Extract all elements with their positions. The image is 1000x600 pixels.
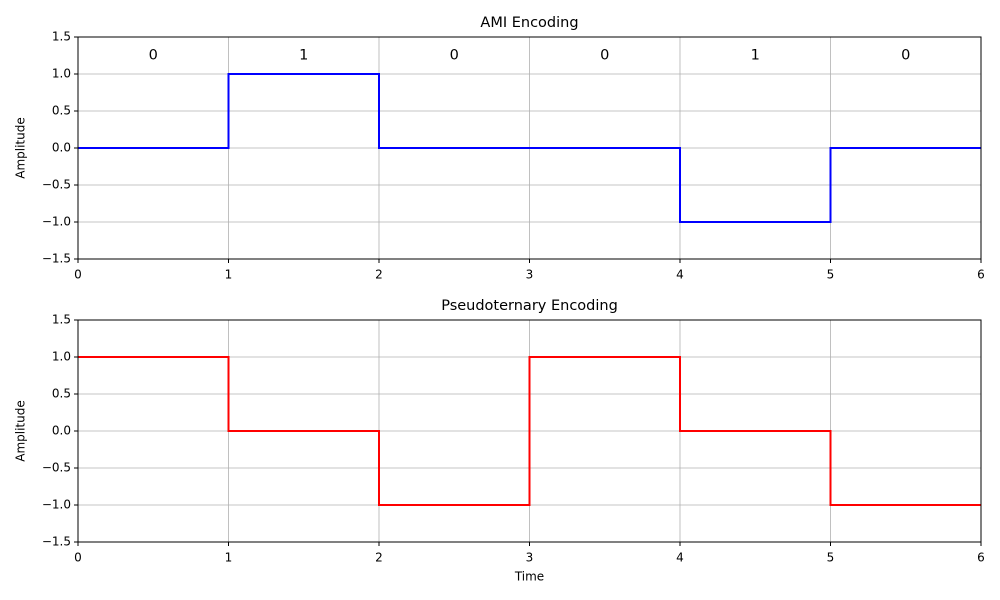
y-tick-label: 0.0 [52,424,71,438]
bit-label: 0 [901,48,910,64]
y-tick-label: −0.5 [42,178,71,192]
y-tick-label: 1.0 [52,67,71,81]
x-axis-label: Time [514,570,544,584]
x-tick-label: 6 [977,268,985,282]
y-tick-label: 0.0 [52,141,71,155]
bit-label: 0 [149,48,158,64]
x-tick-label: 3 [526,268,534,282]
x-tick-label: 5 [827,268,835,282]
x-tick-label: 2 [375,268,383,282]
bit-label: 0 [600,48,609,64]
y-tick-label: −1.0 [42,215,71,229]
y-tick-label: −1.5 [42,535,71,549]
axes-frame [77,36,982,260]
y-tick-label: −1.0 [42,498,71,512]
x-tick-label: 5 [827,551,835,565]
x-tick-label: 4 [676,551,684,565]
x-tick-label: 1 [225,268,233,282]
x-tick-label: 1 [225,551,233,565]
y-tick-label: −1.5 [42,252,71,266]
x-tick-label: 3 [526,551,534,565]
bit-label: 1 [299,48,308,64]
signal-line [78,73,981,223]
x-tick-label: 6 [977,551,985,565]
y-tick-label: 0.5 [52,104,71,118]
chart-title: AMI Encoding [480,15,578,31]
y-axis-label: Amplitude [14,117,28,179]
y-axis-label: Amplitude [14,400,28,462]
x-tick-label: 0 [74,551,82,565]
x-tick-label: 2 [375,551,383,565]
y-tick-label: 0.5 [52,387,71,401]
chart-title: Pseudoternary Encoding [441,298,618,314]
y-tick-label: −0.5 [42,461,71,475]
axes-frame [77,319,982,543]
x-tick-label: 0 [74,268,82,282]
x-tick-label: 4 [676,268,684,282]
bit-label: 0 [450,48,459,64]
y-tick-label: 1.5 [52,30,71,44]
signal-line [78,356,981,506]
bit-label: 1 [751,48,760,64]
y-tick-label: 1.0 [52,350,71,364]
y-tick-label: 1.5 [52,313,71,327]
